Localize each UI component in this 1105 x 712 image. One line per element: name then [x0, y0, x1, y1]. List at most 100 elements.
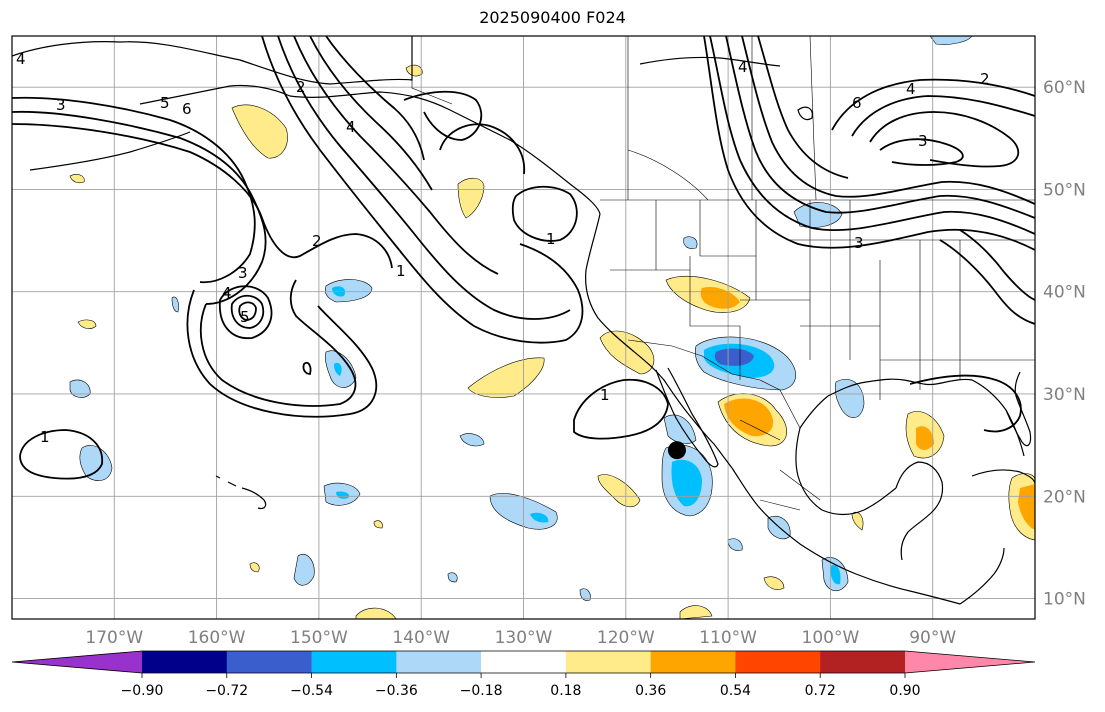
contour-label: 3	[918, 132, 928, 150]
longitude-label: 120°W	[597, 628, 655, 648]
neg-core-sw-plot	[334, 362, 342, 376]
longitude-label: 100°W	[802, 628, 860, 648]
coast-hawaii	[215, 475, 267, 510]
contour-small-ring	[302, 361, 312, 375]
contour-labels: 3 5 6 3 4 5 2 1 4 2 1 1 1 4 3 6 4 2 3 4	[16, 50, 990, 446]
border-canada-prov	[627, 36, 817, 201]
border-mexico-states	[739, 419, 821, 511]
longitude-label: 150°W	[290, 628, 348, 648]
pos-small-8	[373, 520, 383, 529]
colorbar-segment	[735, 651, 821, 673]
contour-ridge-2	[439, 123, 526, 175]
contour-lines	[12, 36, 1035, 480]
contour-label: 3	[56, 96, 66, 114]
contour-trough-east-3	[741, 36, 1035, 205]
border-alaska-canada	[411, 36, 453, 105]
contour-east-south	[909, 374, 1022, 433]
contour-label: 5	[240, 308, 250, 326]
pos-small-5	[679, 605, 713, 619]
colorbar-segment	[565, 651, 652, 673]
coast-yucatan	[895, 461, 944, 561]
colorbar: −0.90 −0.72 −0.54 −0.36 −0.18 0.18 0.36 0.54 0.7…	[11, 650, 1036, 699]
neg-area-central-pacific	[325, 279, 373, 303]
contour-label: 1	[40, 428, 50, 446]
contour-label: 2	[312, 232, 322, 250]
neg-area-hawaii-west	[79, 445, 113, 481]
pos-area-mid-pacific	[467, 357, 545, 398]
pos-small-4	[763, 576, 785, 590]
colorbar-segment	[481, 651, 567, 673]
pos-small-2	[69, 174, 85, 184]
political-borders	[411, 36, 1035, 511]
contour-label: 3	[854, 234, 864, 252]
colorbar-label: 0.54	[720, 683, 751, 699]
colorbar-label: 0.72	[805, 683, 836, 699]
coast-hudson	[797, 106, 813, 121]
coast-gulf	[799, 378, 1025, 457]
contour-hawaii-1	[19, 429, 103, 480]
longitude-label: 110°W	[699, 628, 757, 648]
coast-mexico-pacific	[731, 467, 961, 605]
colorbar-segment	[142, 651, 228, 673]
longitude-label: 90°W	[909, 628, 956, 648]
neg-area-small-6	[171, 296, 179, 313]
latitude-label: 20°N	[1043, 487, 1086, 507]
longitude-labels: 170°W 160°W 150°W 140°W 130°W 120°W 110°W 100°W…	[85, 628, 956, 648]
contour-great-lakes	[959, 229, 1035, 301]
pos-small-1	[77, 319, 97, 329]
neg-core-east-pacific-2	[336, 491, 350, 499]
pos-core-great-basin	[700, 286, 740, 309]
coast-canada-ne	[639, 56, 781, 67]
contour-label: 1	[546, 230, 556, 248]
contour-3-west	[12, 96, 256, 284]
colorbar-label: −0.72	[205, 683, 248, 699]
pos-small-7	[405, 64, 423, 77]
contour-jet-2	[277, 36, 571, 320]
border-us-mexico	[627, 339, 801, 429]
contour-low-ring-1	[219, 285, 273, 339]
latitude-labels: 60°N 50°N 40°N 30°N 20°N 10°N	[1043, 78, 1086, 609]
colorbar-label: 0.36	[635, 683, 666, 699]
neg-area-small-1	[293, 554, 315, 586]
contour-low-outer	[199, 279, 357, 407]
coast-baja	[655, 367, 719, 468]
colorbar-segment	[650, 651, 736, 673]
neg-core-four-corners	[714, 348, 754, 366]
contour-west-1	[12, 123, 393, 269]
pos-core-caribbean	[1018, 484, 1035, 530]
contour-label: 4	[346, 118, 356, 136]
coast-central-am	[959, 547, 1005, 605]
coast-alaska-south	[139, 84, 601, 215]
coast-west-na	[585, 213, 733, 469]
contour-ridge-1	[403, 90, 483, 141]
contour-label: 2	[980, 70, 990, 88]
coastlines	[12, 36, 1035, 605]
colorbar-label: −0.18	[460, 683, 503, 699]
map-frame	[11, 35, 1036, 620]
contour-label: 4	[222, 284, 232, 302]
longitude-label: 170°W	[85, 628, 143, 648]
contour-jet-5	[325, 36, 425, 161]
neg-area-small-2	[459, 433, 485, 447]
contour-low-ring-3	[238, 301, 257, 321]
neg-core-central-am	[830, 565, 841, 585]
contour-jet-1	[261, 36, 584, 344]
longitude-label: 140°W	[392, 628, 450, 648]
pos-area-baja-south	[597, 474, 641, 508]
contour-trough-east-1	[709, 36, 1035, 235]
colorbar-label: −0.90	[121, 683, 164, 699]
contour-ne-loop-1	[831, 78, 1035, 131]
coast-cuba	[971, 469, 1035, 485]
contour-label: 2	[296, 78, 306, 96]
pos-small-9	[249, 562, 260, 573]
coast-aleutians	[29, 131, 191, 171]
map-title: 2025090400 F024	[479, 8, 626, 27]
contour-label: 4	[16, 50, 26, 68]
contour-label: 3	[238, 264, 248, 282]
latitude-label: 60°N	[1043, 78, 1086, 98]
contour-trough-east-4	[757, 36, 849, 179]
pos-core-texas-mexico	[724, 398, 774, 437]
pos-area-alaska-gulf	[231, 104, 288, 159]
neg-area-small-4	[579, 588, 591, 601]
